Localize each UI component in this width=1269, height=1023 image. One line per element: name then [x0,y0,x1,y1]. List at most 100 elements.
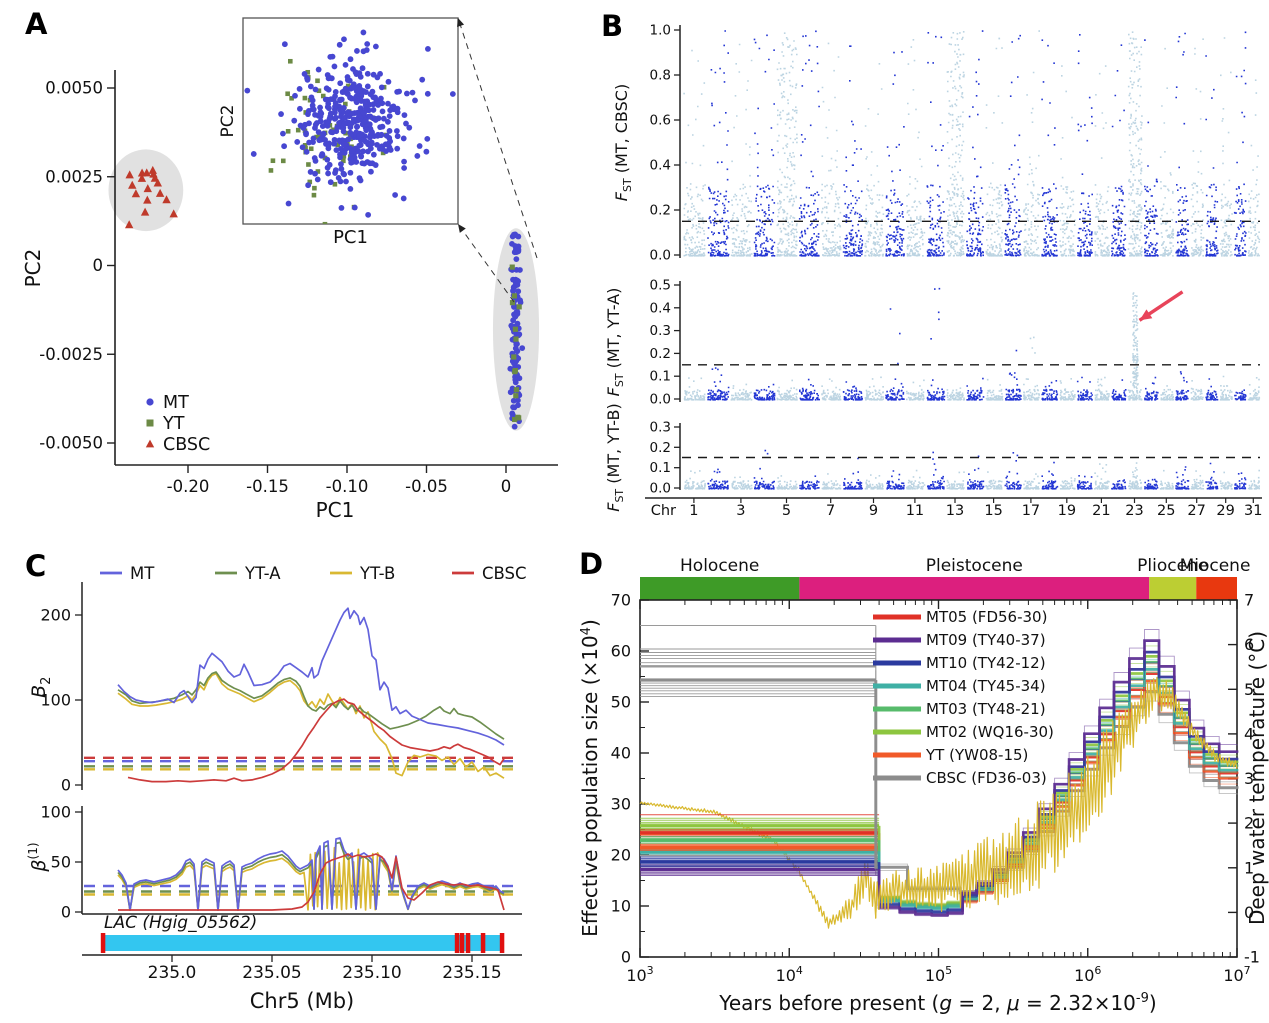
svg-text:0.0: 0.0 [650,248,671,264]
panel-b: 0.0 0.2 0.4 0.6 0.8 1.0 FST (MT, CBSC) 0.0 0.1 0.… [604,23,1262,520]
svg-text:FST (MT, YT-A): FST (MT, YT-A) [604,288,626,397]
svg-text:MT09 (TY40-37): MT09 (TY40-37) [926,631,1046,649]
svg-text:0.2: 0.2 [650,203,671,219]
svg-text:104: 104 [776,964,803,985]
svg-text:MT02 (WQ16-30): MT02 (WQ16-30) [926,723,1054,741]
svg-text:MT05 (FD56-30): MT05 (FD56-30) [926,608,1047,626]
panel-c-label: C [25,549,47,583]
svg-text:15: 15 [984,503,1002,519]
svg-text:0: 0 [621,948,631,967]
svg-text:0.5: 0.5 [650,278,671,294]
panel-a: 0.0050 0.0025 0 -0.0025 -0.0050 -0.20 -0.15 -0.… [21,17,558,522]
svg-text:0: 0 [501,477,512,496]
svg-text:MT10 (TY42-12): MT10 (TY42-12) [926,654,1046,672]
svg-text:27: 27 [1187,503,1205,519]
svg-text:235.05: 235.05 [242,963,301,983]
fst-bottom-scatter [684,449,1260,490]
svg-text:25: 25 [1157,503,1175,519]
fst-top-scatter [683,30,1261,257]
svg-text:MT04 (TY45-34): MT04 (TY45-34) [926,677,1046,695]
svg-text:0.0: 0.0 [650,481,671,497]
svg-text:CBSC: CBSC [482,564,527,583]
panel-b-label: B [601,9,624,43]
psmc-legend: MT05 (FD56-30) MT09 (TY40-37) MT10 (TY42-1… [873,608,1054,787]
svg-text:0.1: 0.1 [650,460,671,476]
svg-text:10: 10 [611,897,631,916]
svg-text:21: 21 [1092,503,1110,519]
svg-text:YT: YT [162,414,185,434]
svg-text:100: 100 [40,691,71,710]
svg-text:31: 31 [1244,503,1262,519]
svg-text:-0.05: -0.05 [405,477,448,496]
svg-text:0: 0 [1244,903,1254,922]
svg-text:70: 70 [611,591,631,610]
svg-text:Deep water temperature (°C): Deep water temperature (°C) [1245,631,1269,925]
svg-text:1: 1 [1244,858,1254,877]
svg-text:40: 40 [611,744,631,763]
svg-text:11: 11 [906,503,924,519]
svg-text:0: 0 [61,903,71,922]
temperature-curve [871,676,1238,919]
panel-c: MT YT-A YT-B CBSC 0 100 200 B2 0 50 100 β(1) LAC (Hg… [26,564,527,1013]
svg-text:MT: MT [163,393,189,413]
svg-text:MT: MT [130,564,155,583]
svg-text:0.0: 0.0 [650,392,671,408]
svg-text:-0.0025: -0.0025 [39,345,103,364]
svg-text:0.4: 0.4 [650,158,671,174]
svg-text:Years before present (g = 2, μ: Years before present (g = 2, μ = 2.32×10… [718,991,1156,1015]
svg-text:19: 19 [1058,503,1076,519]
svg-text:CBSC (FD36-03): CBSC (FD36-03) [926,769,1047,787]
svg-text:107: 107 [1223,964,1250,985]
svg-text:5: 5 [1244,680,1254,699]
svg-text:7: 7 [1244,591,1254,610]
selection-legend: MT YT-A YT-B CBSC [100,564,527,583]
pca-inset: PC2 PC1 [218,17,459,248]
svg-text:LAC (Hgig_05562): LAC (Hgig_05562) [104,913,257,933]
svg-text:0.3: 0.3 [650,420,671,436]
svg-text:13: 13 [946,503,964,519]
recent-ne-bands [640,678,880,876]
svg-text:3: 3 [736,503,745,519]
svg-text:1: 1 [689,503,698,519]
svg-text:B2: B2 [28,677,54,698]
svg-text:0.4: 0.4 [650,300,671,316]
svg-text:6: 6 [1244,635,1254,654]
gene-track: LAC (Hgig_05562) [100,913,505,953]
svg-text:Miocene: Miocene [1180,556,1251,576]
svg-text:106: 106 [1074,964,1101,985]
svg-text:9: 9 [869,503,878,519]
svg-text:0.0025: 0.0025 [45,167,103,186]
svg-text:Effective population size (×10: Effective population size (×104) [578,619,602,937]
svg-text:0.2: 0.2 [650,346,671,362]
svg-text:0.3: 0.3 [650,323,671,339]
fst-middle-scatter [683,287,1261,401]
svg-text:103: 103 [626,964,653,985]
inset-connector-lines [457,17,538,303]
svg-text:-0.10: -0.10 [326,477,369,496]
svg-text:105: 105 [925,964,952,985]
svg-text:1.0: 1.0 [650,23,671,39]
svg-text:0: 0 [61,776,71,795]
svg-text:23: 23 [1125,503,1143,519]
svg-text:FST (MT, YT-B): FST (MT, YT-B) [604,403,626,511]
svg-text:2: 2 [1244,814,1254,833]
svg-text:5: 5 [782,503,791,519]
svg-text:50: 50 [611,693,631,712]
svg-text:YT-A: YT-A [244,564,281,583]
svg-text:-0.15: -0.15 [246,477,289,496]
svg-text:PC2: PC2 [21,249,45,288]
svg-text:YT (YW08-15): YT (YW08-15) [925,746,1028,764]
svg-text:FST (MT, CBSC): FST (MT, CBSC) [612,84,634,201]
svg-text:0.8: 0.8 [650,68,671,84]
svg-text:Holocene: Holocene [680,556,759,576]
svg-text:Chr5 (Mb): Chr5 (Mb) [250,989,354,1013]
svg-text:7: 7 [826,503,835,519]
svg-text:29: 29 [1216,503,1234,519]
panel-d-label: D [579,547,604,581]
svg-text:235.10: 235.10 [342,963,401,983]
svg-text:-1: -1 [1244,948,1260,967]
